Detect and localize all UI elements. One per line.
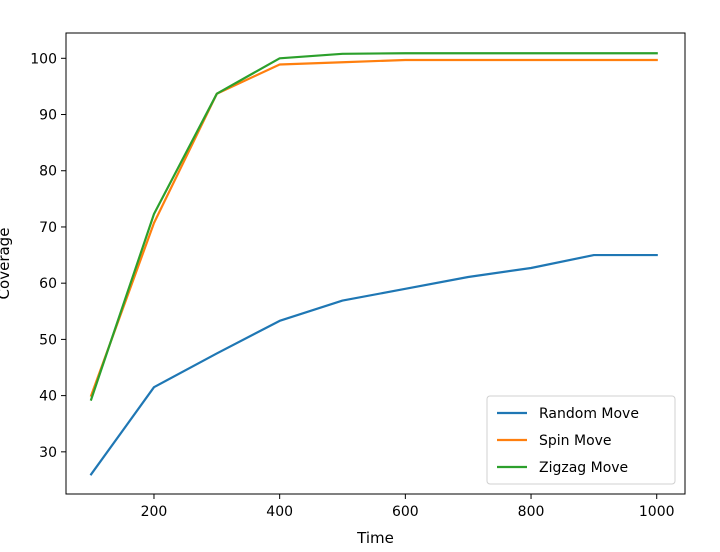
- legend-label: Spin Move: [539, 433, 612, 449]
- legend-label: Random Move: [539, 406, 639, 422]
- y-tick-label: 50: [39, 332, 57, 348]
- x-tick-label: 800: [518, 504, 545, 520]
- legend-box: [486, 395, 676, 485]
- y-tick-label: 70: [39, 220, 57, 236]
- series-line-spin-move: [89, 58, 658, 398]
- x-tick-label: 600: [392, 504, 419, 520]
- y-tick-label: 80: [39, 164, 57, 180]
- y-tick-label: 100: [30, 51, 57, 67]
- series-line-random-move: [89, 253, 658, 476]
- x-axis-label: Time: [356, 529, 394, 547]
- legend: Random Move Spin Move Zigzag Move: [486, 395, 676, 485]
- axes-frame: [65, 32, 686, 495]
- y-axis-label: Coverage: [0, 228, 13, 300]
- x-tick-label: 400: [266, 504, 293, 520]
- y-tick-label: 60: [39, 276, 57, 292]
- series-line-zigzag-move: [89, 52, 658, 401]
- y-tick-label: 90: [39, 108, 57, 124]
- y-tick-label: 30: [39, 445, 57, 461]
- axes-layer: 200 400 600 800 1000 30 40 50 60 70 80 90 100 Time Cov…: [0, 32, 686, 547]
- x-tick-label: 1000: [639, 504, 675, 520]
- legend-label: Zigzag Move: [539, 460, 628, 476]
- y-tick-label: 40: [39, 389, 57, 405]
- series-layer: [89, 52, 658, 476]
- x-tick-label: 200: [141, 504, 168, 520]
